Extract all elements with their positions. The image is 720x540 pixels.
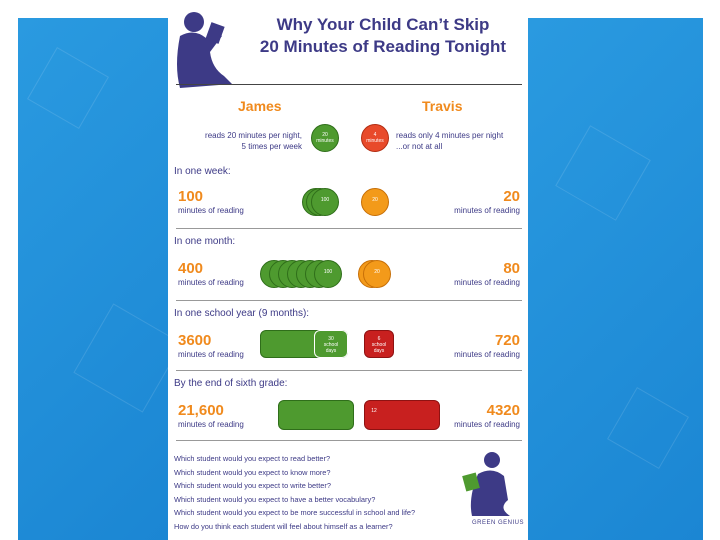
sixth-left-value: 21,600 (178, 402, 224, 419)
sixth-right-value: 4320 (486, 402, 520, 419)
month-left-unit: minutes of reading (178, 278, 244, 287)
coin-label: 4 minutes (361, 132, 389, 144)
month-right-value: 80 (503, 260, 520, 277)
coin-value: 4 (373, 132, 377, 138)
divider (176, 440, 522, 441)
calendar-green-30 (314, 330, 348, 358)
questions-list: Which student would you expect to read b… (174, 452, 415, 533)
student-desc-right: reads only 4 minutes per night ...or not… (396, 130, 526, 152)
student-name-right: Travis (422, 98, 463, 114)
sixth-right-unit: minutes of reading (454, 420, 520, 429)
coin-orange-20 (363, 260, 391, 288)
logo-text: GREEN GENIUS (471, 520, 524, 526)
question-item: How do you think each student will feel … (174, 521, 393, 531)
divider (176, 228, 522, 229)
coin-value: 20 (322, 132, 328, 138)
month-left-value: 400 (178, 260, 204, 277)
month-right-unit: minutes of reading (454, 278, 520, 287)
week-left-unit: minutes of reading (178, 206, 244, 215)
coin-label: 20 (363, 269, 391, 275)
background-panel-right (528, 18, 703, 540)
coin-label: 30 school days (314, 336, 348, 354)
title-line-2: 20 Minutes of Reading Tonight (259, 37, 507, 56)
coin-unit-2: days (373, 348, 385, 354)
student-name-left: James (238, 98, 282, 114)
calendar-green-stack (278, 400, 354, 430)
section-heading-sixth-grade: By the end of sixth grade: (174, 378, 288, 389)
desc-left-line1: reads 20 minutes per night, (205, 131, 302, 140)
hex-decoration (555, 125, 651, 221)
coin-value: 100 (320, 197, 330, 203)
desc-left-line2: 5 times per week (241, 142, 302, 151)
coin-label: 20 minutes (311, 132, 339, 144)
coin-orange-20 (361, 188, 389, 216)
background-panel-left (18, 18, 183, 540)
year-right-value: 720 (494, 332, 520, 349)
student-desc-left: reads 20 minutes per night, 5 times per … (198, 130, 302, 152)
section-heading-week: In one week: (174, 166, 231, 177)
section-heading-school-year: In one school year (9 months): (174, 308, 310, 319)
sixth-left-unit: minutes of reading (178, 420, 244, 429)
calendar-red-6 (364, 330, 394, 358)
coin-label: 20 (361, 197, 389, 203)
divider (176, 300, 522, 301)
hex-decoration (607, 387, 689, 469)
coin-value: 6 (377, 336, 381, 342)
coin-label: 6 school days (364, 336, 394, 354)
hex-decoration (73, 303, 183, 413)
reading-child-icon (177, 12, 232, 88)
coin-unit: minutes (366, 138, 384, 144)
question-item: Which student would you expect to write … (174, 481, 331, 490)
coin-unit: school (323, 342, 339, 348)
divider (176, 370, 522, 371)
coin-value: 20 (374, 269, 380, 275)
year-right-unit: minutes of reading (454, 350, 520, 359)
coin-label: 100 (311, 197, 339, 203)
hex-decoration (27, 47, 109, 129)
infographic-poster: Why Your Child Can’t Skip 20 Minutes of … (168, 0, 528, 540)
coin-value: 20 (372, 197, 378, 203)
question-item: Which student would you expect to read b… (174, 454, 331, 463)
coin-label: 100 (314, 269, 342, 275)
coin-label: 12 (364, 408, 384, 414)
question-item: Which student would you expect to have a… (174, 494, 376, 504)
coin-green-20 (311, 124, 339, 152)
week-left-value: 100 (178, 188, 204, 205)
coin-value: 100 (323, 269, 333, 275)
week-right-unit: minutes of reading (454, 206, 520, 215)
coin-green-100 (314, 260, 342, 288)
page-title: Why Your Child Can’t Skip 20 Minutes of … (238, 14, 528, 58)
desc-right-line1: reads only 4 minutes per night (396, 131, 504, 140)
coin-unit: minutes (316, 138, 334, 144)
title-line-1: Why Your Child Can’t Skip (276, 15, 490, 34)
coin-unit-2: days (325, 348, 337, 354)
coin-value: 12 (371, 408, 377, 414)
calendar-red-stack (364, 400, 440, 430)
question-item: Which student would you expect to be mor… (174, 508, 416, 517)
week-right-value: 20 (503, 188, 520, 205)
coin-red-4 (361, 124, 389, 152)
coin-green-100 (311, 188, 339, 216)
section-heading-month: In one month: (174, 236, 236, 247)
reading-child-logo-icon (462, 452, 510, 516)
coin-unit: school (371, 342, 387, 348)
coin-value: 30 (328, 336, 334, 342)
question-item: Which student would you expect to know m… (174, 467, 331, 477)
divider (176, 84, 522, 85)
desc-right-line2: ...or not at all (396, 142, 443, 151)
year-left-value: 3600 (178, 332, 212, 349)
year-left-unit: minutes of reading (178, 350, 244, 359)
